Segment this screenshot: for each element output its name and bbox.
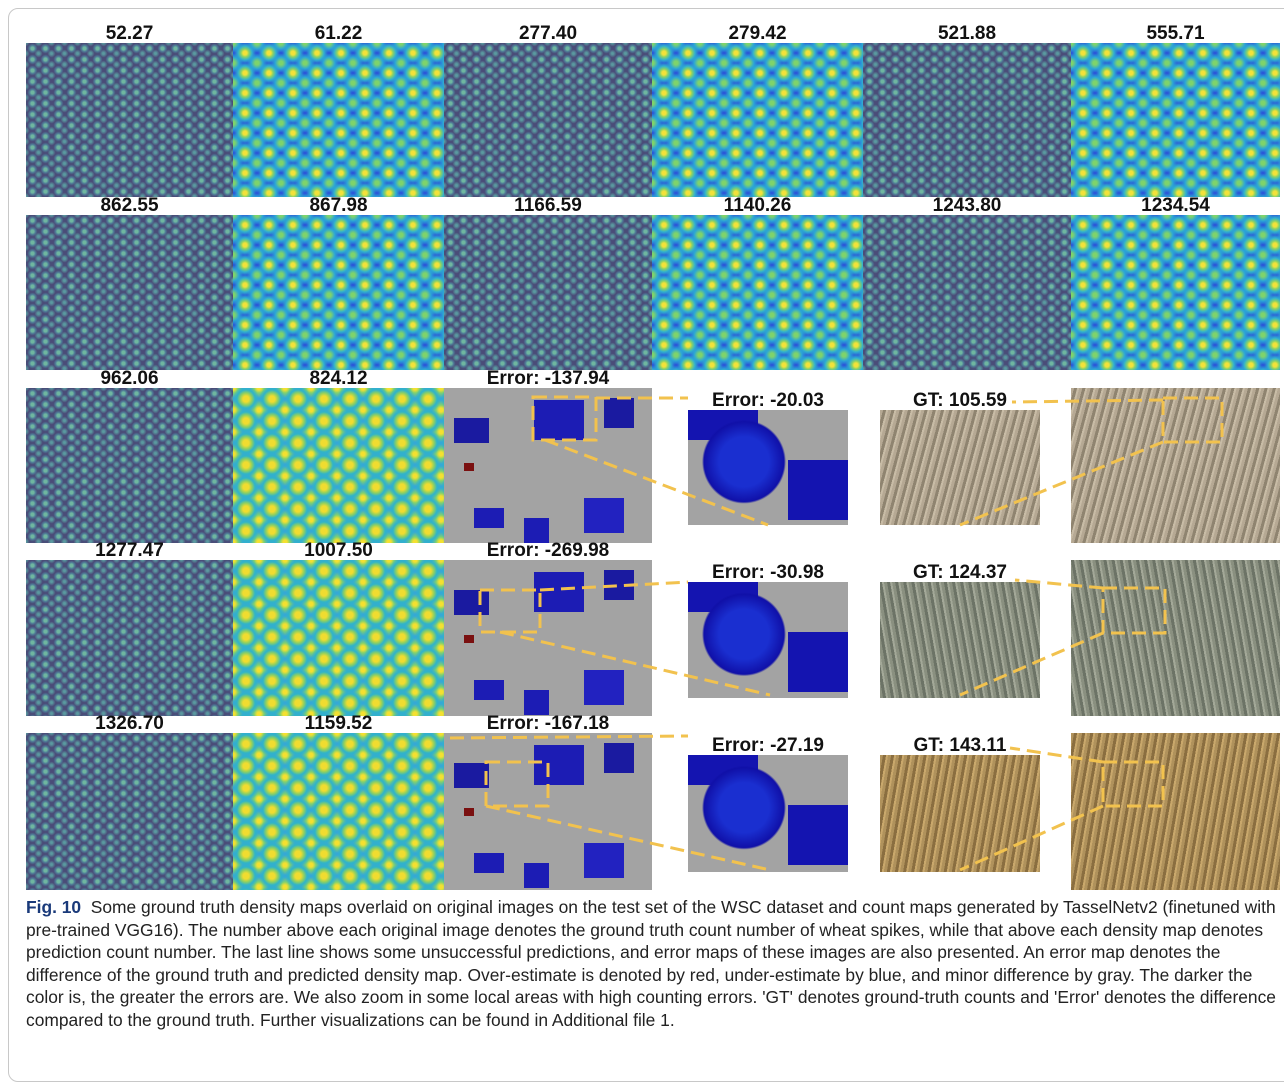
zoom-line	[450, 736, 688, 738]
zoom-line	[545, 440, 768, 525]
page: 52.2761.22277.40279.42521.88555.71862.55…	[0, 0, 1284, 1088]
zoom-line	[1015, 580, 1103, 588]
caption: Fig. 10 Some ground truth density maps o…	[26, 896, 1276, 1032]
zoom-line	[500, 632, 770, 695]
zoom-line	[1010, 748, 1103, 762]
zoom-line	[960, 442, 1163, 525]
zoom-line	[540, 582, 688, 590]
zoom-box	[486, 762, 548, 806]
zoom-line	[486, 806, 770, 870]
zoom-line	[960, 633, 1103, 695]
zoom-line	[1012, 400, 1163, 402]
caption-label: Fig. 10	[26, 897, 81, 917]
zoom-box	[1103, 762, 1163, 806]
zoom-line	[960, 806, 1103, 870]
caption-text: Some ground truth density maps overlaid …	[26, 897, 1276, 1030]
zoom-box	[533, 397, 596, 440]
zoom-box	[1163, 398, 1222, 442]
zoom-box	[1103, 588, 1165, 633]
zoom-box	[480, 590, 540, 632]
